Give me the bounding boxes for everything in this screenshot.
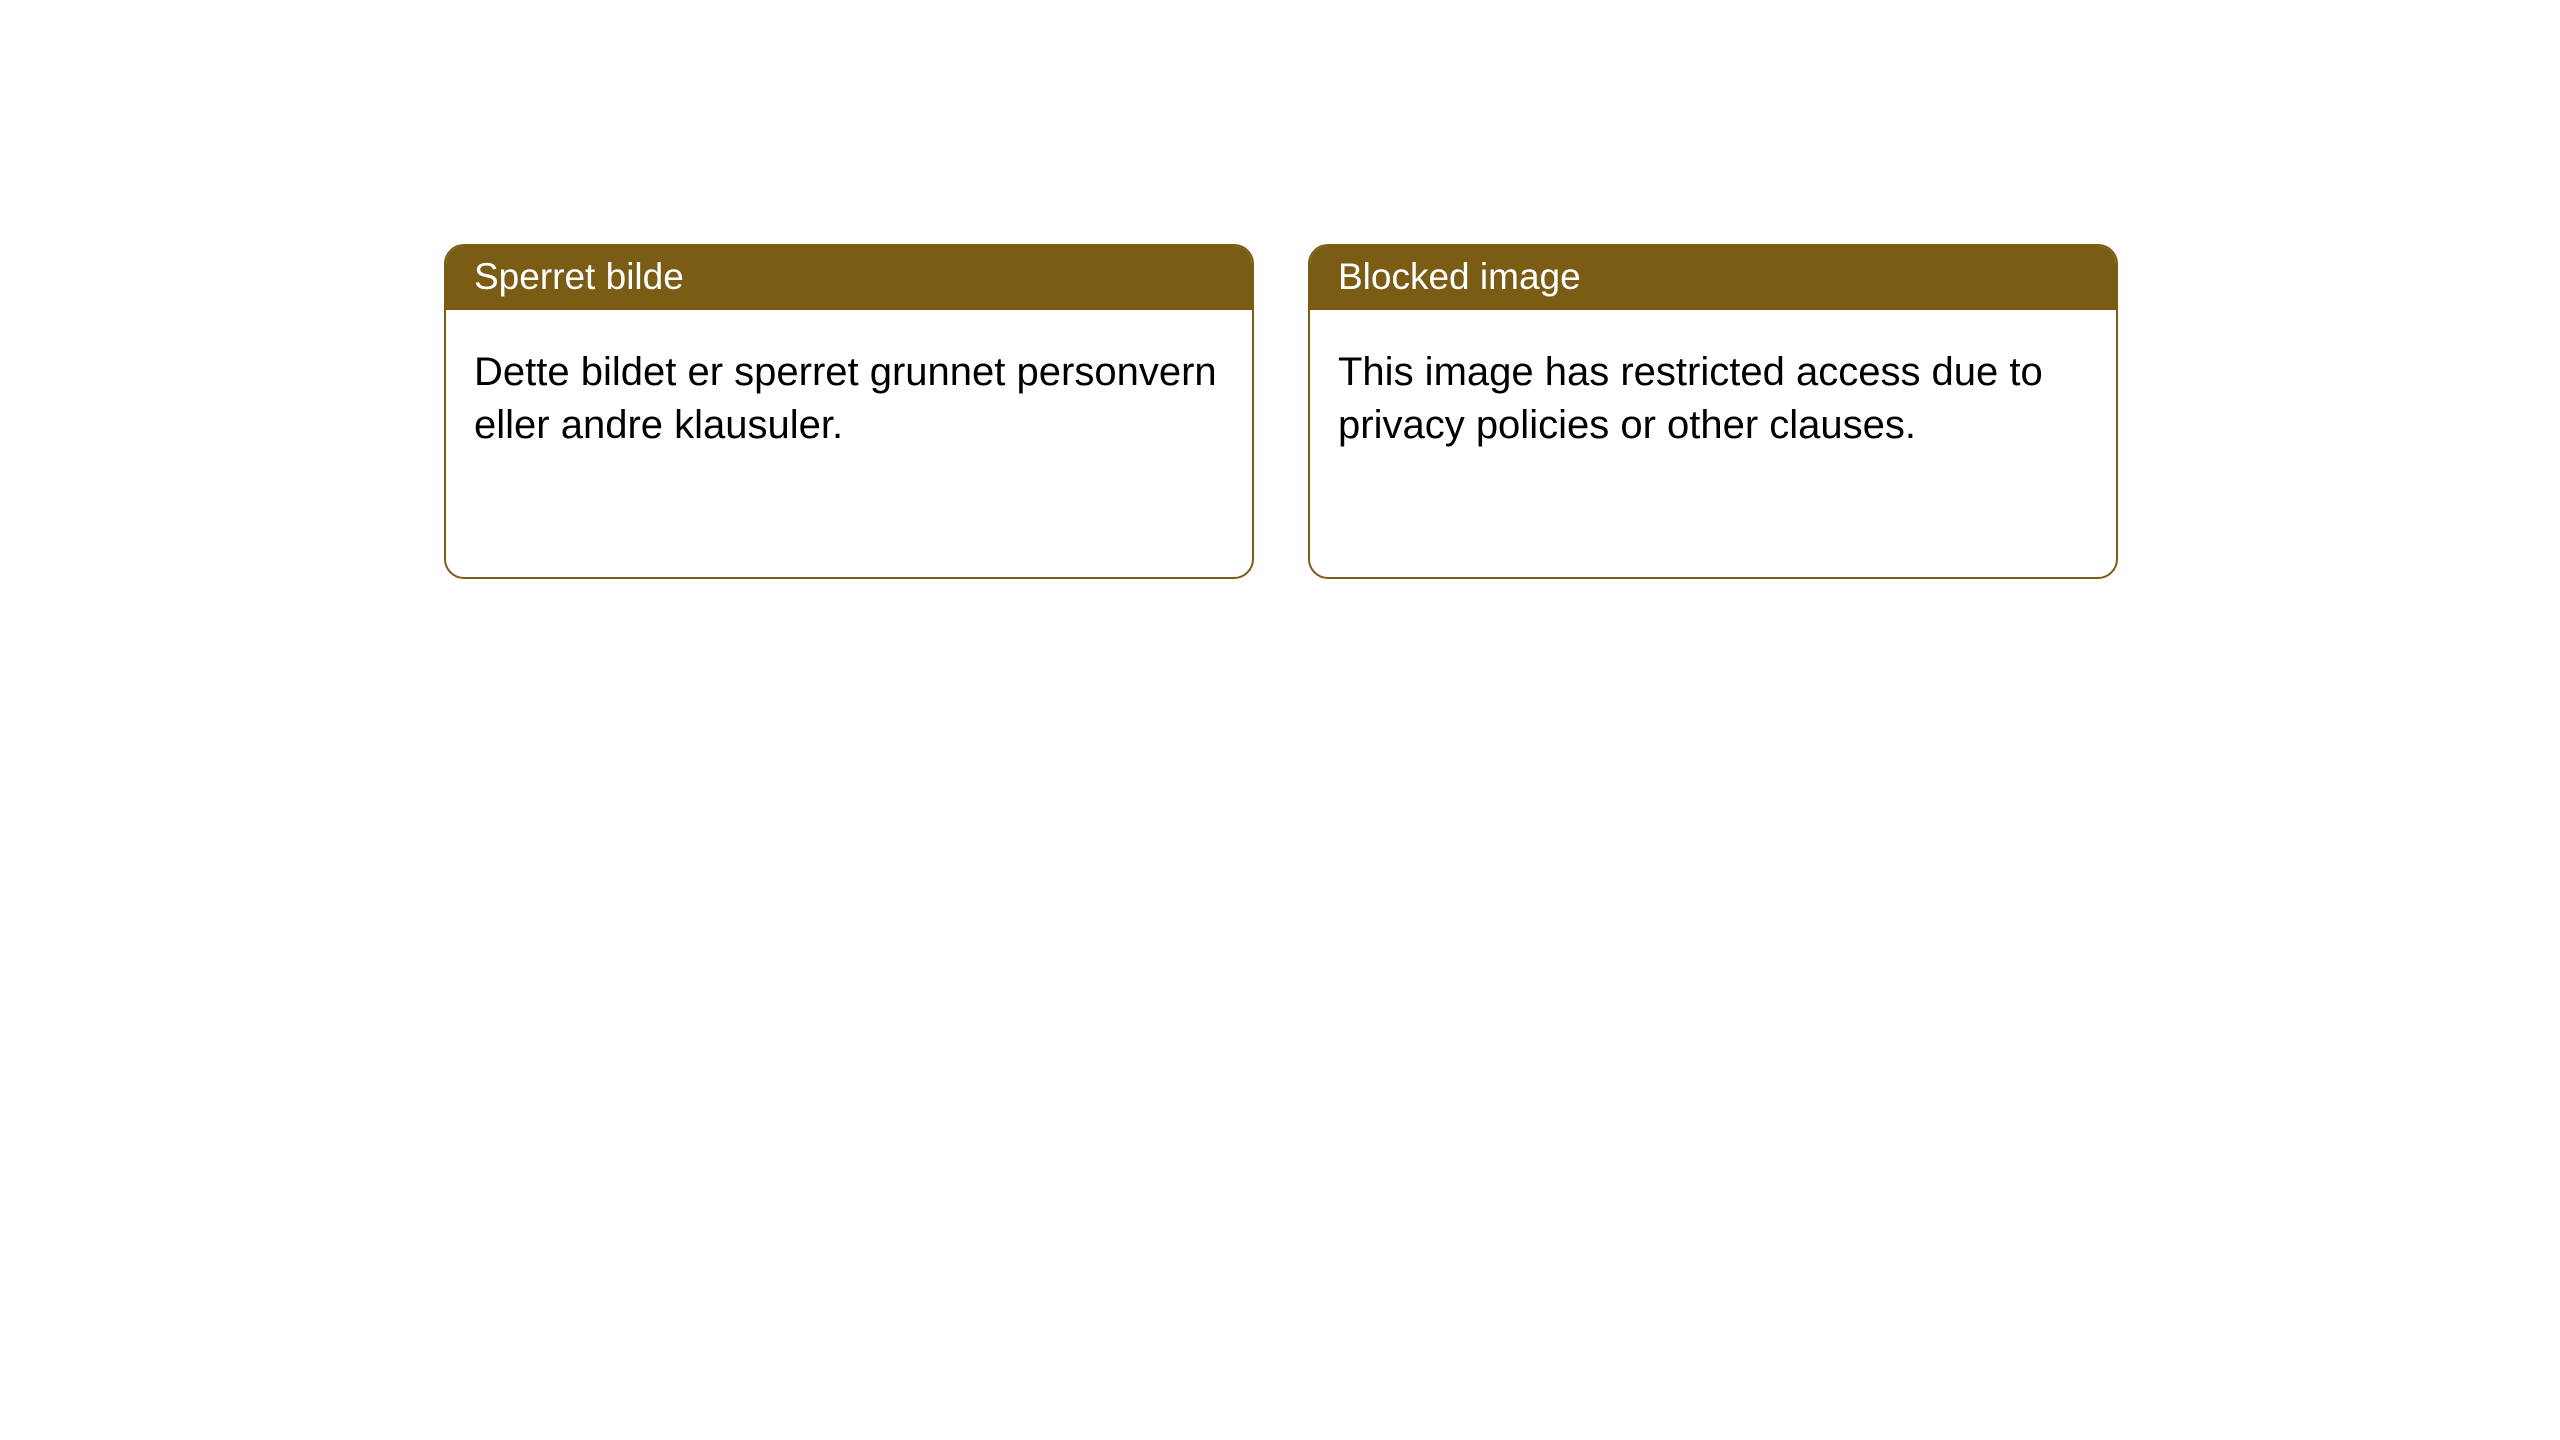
notice-card-english: Blocked image This image has restricted … bbox=[1308, 244, 2118, 579]
notice-container: Sperret bilde Dette bildet er sperret gr… bbox=[0, 0, 2560, 579]
notice-body: Dette bildet er sperret grunnet personve… bbox=[446, 310, 1252, 488]
notice-card-norwegian: Sperret bilde Dette bildet er sperret gr… bbox=[444, 244, 1254, 579]
notice-body: This image has restricted access due to … bbox=[1310, 310, 2116, 488]
notice-header: Sperret bilde bbox=[446, 246, 1252, 310]
notice-header: Blocked image bbox=[1310, 246, 2116, 310]
